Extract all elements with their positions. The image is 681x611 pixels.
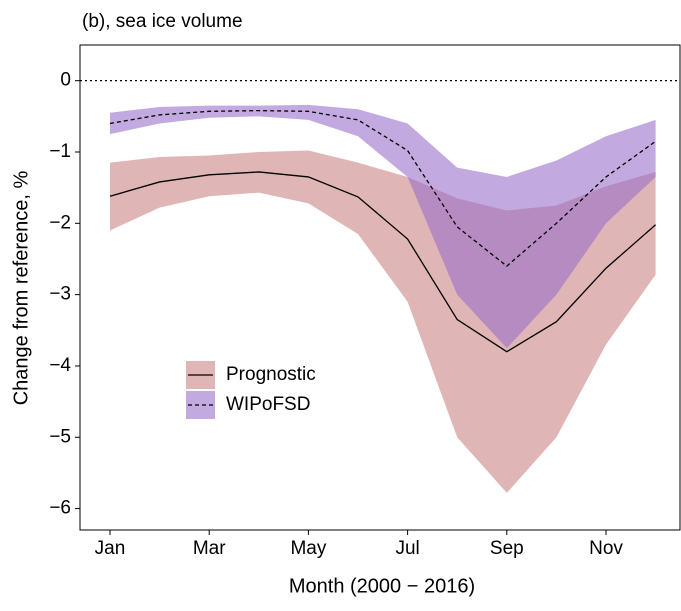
- line: [109, 171, 657, 353]
- y-tick-label: −2: [49, 212, 71, 233]
- x-tick-label: Jul: [395, 538, 419, 559]
- legend-label: Prognostic: [226, 364, 316, 385]
- x-tick-label: Sep: [490, 538, 524, 559]
- legend-label: WIPoFSD: [226, 394, 310, 415]
- x-tick-label: Mar: [193, 538, 226, 559]
- y-tick-label: −5: [49, 426, 71, 447]
- x-axis-label: Month (2000 − 2016): [289, 575, 475, 597]
- y-tick-label: −3: [49, 284, 71, 305]
- y-tick-label: −6: [49, 498, 71, 519]
- plot-frame: [79, 44, 681, 531]
- band: [110, 104, 656, 349]
- x-tick-label: May: [290, 538, 326, 559]
- y-tick-label: −4: [49, 355, 71, 376]
- x-tick-label: Nov: [589, 538, 623, 559]
- y-tick-label: 0: [60, 70, 71, 91]
- y-axis-label: Change from reference, %: [10, 171, 32, 406]
- y-tick-label: −1: [49, 141, 71, 162]
- chart-title: (b), sea ice volume: [82, 11, 243, 32]
- line: [109, 109, 656, 267]
- x-tick-label: Jan: [95, 538, 126, 559]
